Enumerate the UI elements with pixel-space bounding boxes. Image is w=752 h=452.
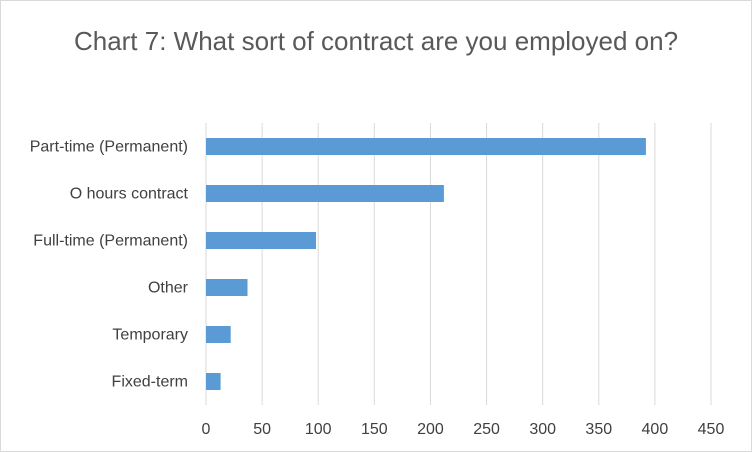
- bar-3: [206, 279, 248, 296]
- x-tick-label-1: 50: [253, 421, 271, 438]
- bar-2: [206, 232, 316, 249]
- x-tick-label-5: 250: [473, 421, 500, 438]
- x-tick-label-4: 200: [417, 421, 444, 438]
- category-label-0: Part-time (Permanent): [30, 139, 188, 156]
- category-label-4: Temporary: [112, 327, 188, 344]
- x-tick-label-7: 350: [585, 421, 612, 438]
- x-tick-label-0: 0: [202, 421, 211, 438]
- x-tick-label-9: 450: [698, 421, 725, 438]
- chart-title: Chart 7: What sort of contract are you e…: [73, 26, 679, 56]
- category-label-2: Full-time (Permanent): [33, 233, 188, 250]
- category-label-3: Other: [148, 280, 189, 297]
- bar-4: [206, 326, 231, 343]
- x-tick-label-8: 400: [642, 421, 669, 438]
- x-tick-label-3: 150: [361, 421, 388, 438]
- bar-1: [206, 185, 444, 202]
- x-tick-label-6: 300: [529, 421, 556, 438]
- bar-0: [206, 138, 646, 155]
- category-label-1: O hours contract: [70, 186, 189, 203]
- category-label-5: Fixed-term: [112, 374, 188, 391]
- x-tick-label-2: 100: [305, 421, 332, 438]
- bar-5: [206, 373, 221, 390]
